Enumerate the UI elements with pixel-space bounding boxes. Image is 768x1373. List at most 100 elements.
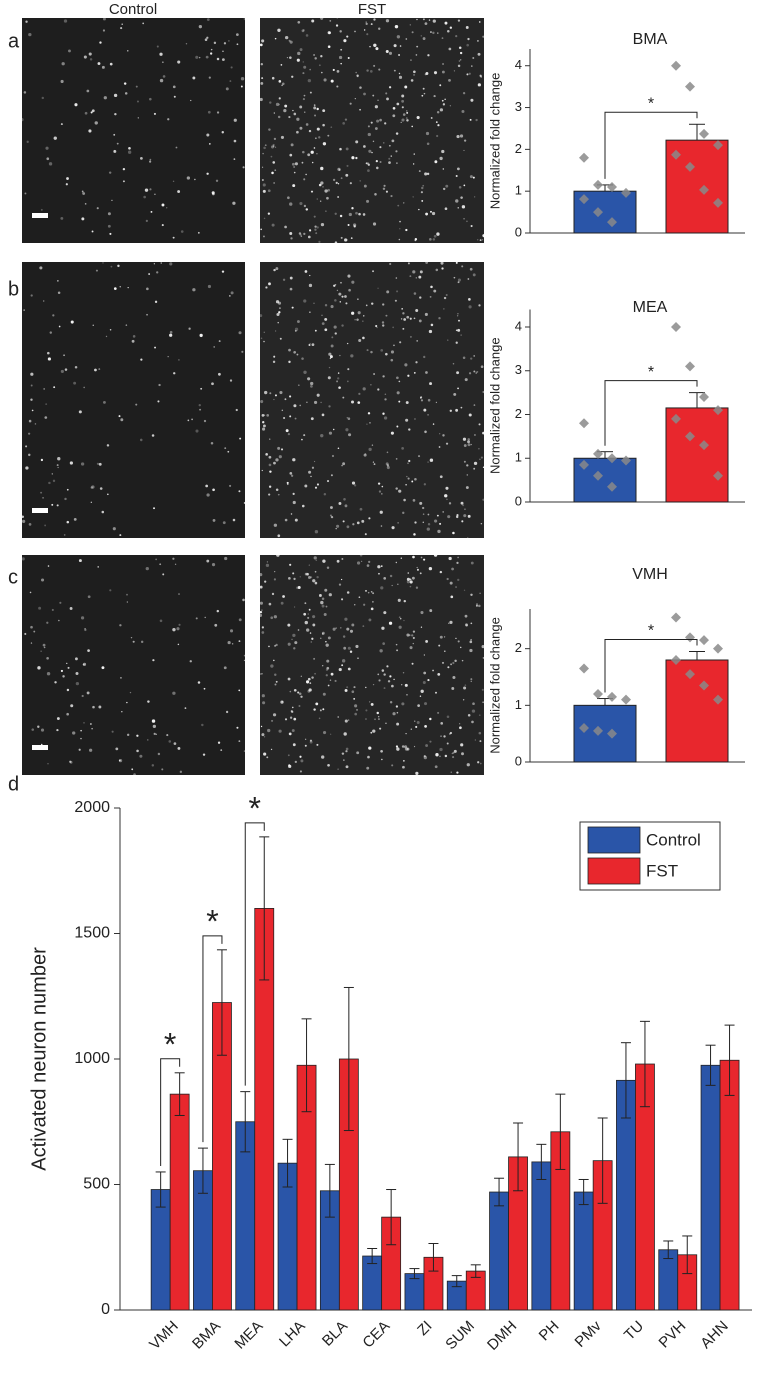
micrograph-speckle bbox=[218, 372, 221, 376]
micrograph-speckle bbox=[337, 183, 340, 185]
micrograph-speckle bbox=[84, 111, 88, 115]
micrograph-speckle bbox=[382, 303, 385, 306]
micrograph-speckle bbox=[374, 193, 377, 196]
micrograph-speckle bbox=[462, 504, 465, 507]
micrograph-speckle bbox=[297, 384, 300, 387]
micrograph-speckle bbox=[172, 236, 175, 239]
micrograph-speckle bbox=[386, 465, 390, 470]
micrograph-speckle bbox=[448, 556, 452, 561]
micrograph-speckle bbox=[21, 515, 24, 518]
micrograph-speckle bbox=[391, 764, 394, 767]
micrograph-speckle bbox=[277, 446, 281, 450]
micrograph-speckle bbox=[439, 570, 443, 574]
micrograph-speckle bbox=[438, 644, 441, 647]
micrograph-speckle bbox=[140, 156, 143, 160]
micrograph-speckle bbox=[231, 643, 234, 645]
micrograph-speckle bbox=[46, 672, 51, 676]
micrograph-speckle bbox=[80, 737, 82, 740]
micrograph-speckle bbox=[340, 236, 343, 239]
micrograph-speckle bbox=[407, 477, 410, 480]
micrograph-speckle bbox=[118, 759, 121, 762]
micrograph-speckle bbox=[66, 712, 69, 716]
micrograph-speckle bbox=[240, 77, 245, 81]
micrograph-speckle bbox=[308, 576, 311, 579]
micrograph-speckle bbox=[98, 705, 102, 709]
micrograph-speckle bbox=[466, 763, 470, 767]
micrograph-speckle bbox=[455, 261, 458, 264]
micrograph-speckle bbox=[159, 52, 163, 56]
micrograph-speckle bbox=[396, 722, 400, 726]
micrograph-speckle bbox=[273, 355, 276, 358]
micrograph-speckle bbox=[321, 665, 324, 667]
micrograph-speckle bbox=[377, 99, 379, 101]
micrograph-speckle bbox=[466, 43, 469, 47]
micrograph-speckle bbox=[433, 234, 437, 238]
micrograph-speckle bbox=[419, 270, 423, 274]
micrograph-speckle bbox=[351, 156, 355, 160]
micrograph-speckle bbox=[323, 612, 327, 616]
micrograph-speckle bbox=[372, 592, 375, 595]
micrograph-speckle bbox=[344, 118, 348, 121]
micrograph-speckle bbox=[88, 129, 92, 133]
micrograph-speckle bbox=[441, 37, 444, 40]
micrograph-speckle bbox=[358, 339, 362, 343]
micrograph-speckle bbox=[340, 578, 343, 581]
micrograph-speckle bbox=[432, 238, 436, 241]
micrograph-speckle bbox=[450, 771, 452, 773]
micrograph-speckle bbox=[382, 375, 385, 378]
micrograph-speckle bbox=[424, 430, 427, 434]
data-point bbox=[593, 470, 603, 481]
micrograph-speckle bbox=[388, 144, 391, 147]
micrograph-speckle bbox=[376, 326, 378, 329]
micrograph-speckle bbox=[140, 358, 143, 361]
micrograph-speckle bbox=[368, 447, 372, 452]
micrograph-speckle bbox=[446, 498, 448, 501]
y-axis-label: Activated neuron number bbox=[28, 947, 50, 1171]
micrograph-speckle bbox=[478, 448, 480, 450]
micrograph-speckle bbox=[286, 481, 289, 484]
micrograph-speckle bbox=[302, 72, 305, 75]
micrograph-speckle bbox=[268, 455, 272, 459]
micrograph-speckle bbox=[304, 620, 308, 625]
micrograph-speckle bbox=[404, 85, 408, 89]
micrograph-speckle bbox=[478, 304, 481, 307]
micrograph-speckle bbox=[422, 184, 425, 187]
micrograph-speckle bbox=[327, 636, 331, 640]
micrograph-speckle bbox=[325, 674, 328, 677]
micrograph-speckle bbox=[152, 659, 155, 662]
micrograph-speckle bbox=[474, 434, 476, 436]
micrograph-speckle bbox=[304, 111, 306, 113]
micrograph-speckle bbox=[132, 335, 136, 338]
micrograph-speckle bbox=[451, 687, 455, 690]
micrograph-speckle bbox=[263, 424, 266, 428]
x-tick-label: PMv bbox=[572, 1317, 606, 1351]
micrograph-speckle bbox=[356, 561, 361, 565]
micrograph-speckle bbox=[338, 55, 343, 60]
micrograph-speckle bbox=[362, 625, 365, 628]
micrograph-speckle bbox=[122, 167, 126, 171]
micrograph-speckle bbox=[462, 437, 467, 441]
micrograph-speckle bbox=[310, 190, 314, 193]
micrograph-speckle bbox=[424, 22, 428, 26]
micrograph-speckle bbox=[334, 241, 338, 244]
micrograph-speckle bbox=[362, 213, 366, 216]
micrograph-speckle bbox=[416, 45, 419, 48]
x-tick-label: BLA bbox=[319, 1318, 351, 1350]
micrograph-speckle bbox=[354, 704, 358, 708]
micrograph-speckle bbox=[348, 433, 352, 437]
micrograph-speckle bbox=[380, 525, 383, 527]
micrograph-speckle bbox=[213, 41, 217, 45]
micrograph-speckle bbox=[449, 731, 453, 735]
micrograph-speckle bbox=[365, 589, 367, 592]
micrograph-speckle bbox=[262, 152, 264, 155]
micrograph-speckle bbox=[269, 470, 272, 473]
micrograph-speckle bbox=[365, 22, 368, 25]
bar bbox=[150, 1189, 171, 1311]
micrograph-speckle bbox=[98, 462, 102, 466]
micrograph-speckle bbox=[96, 462, 100, 465]
micrograph-speckle bbox=[238, 331, 242, 335]
micrograph-speckle bbox=[308, 129, 312, 133]
micrograph-speckle bbox=[336, 380, 339, 383]
x-tick-label: BMA bbox=[189, 1318, 224, 1353]
micrograph-speckle bbox=[420, 556, 423, 559]
